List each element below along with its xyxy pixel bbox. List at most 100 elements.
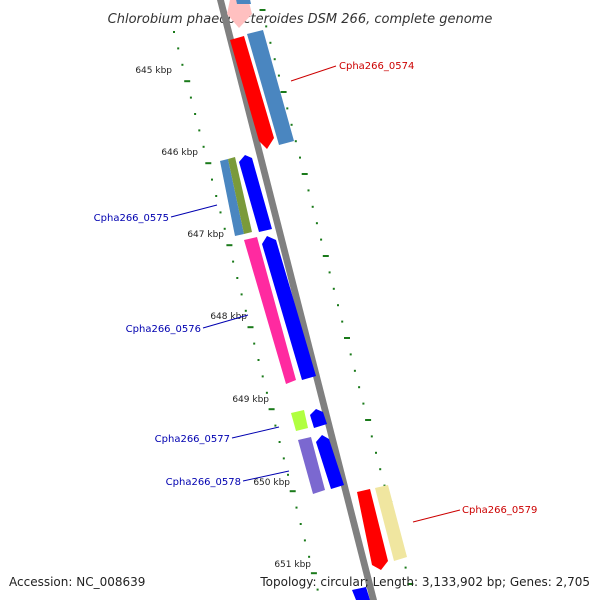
scale-label-648: 648 kbp [210, 312, 247, 322]
scale-tick-minor [265, 25, 268, 28]
scale-tick-minor [177, 47, 180, 50]
scale-tick-major [365, 419, 372, 421]
scale-tick-minor [294, 140, 297, 143]
scale-tick-minor [316, 588, 319, 591]
scale-tick-minor [362, 402, 365, 405]
scale-tick-minor [349, 353, 352, 356]
scale-tick-minor [290, 123, 293, 126]
scale-tick-minor [261, 375, 264, 378]
gene-label-0578[interactable]: Cpha266_0578 [166, 477, 241, 488]
scale-tick-minor [282, 457, 285, 460]
scale-tick-minor [307, 189, 310, 192]
scale-tick-minor [383, 484, 386, 487]
scale-tick-minor [202, 145, 205, 148]
gene-label-0577[interactable]: Cpha266_0577 [155, 434, 230, 445]
gene-arrow-0576-magenta[interactable] [244, 237, 296, 384]
scale-tick-minor [277, 74, 280, 77]
genome-backbone [217, 0, 377, 600]
gene-arrow-top-blue[interactable] [234, 0, 251, 4]
leader-line-0576 [202, 314, 249, 329]
scale-label-647: 647 kbp [187, 230, 224, 240]
scale-tick-minor [332, 287, 335, 290]
gene-arrow-0574-steelblue[interactable] [247, 30, 294, 145]
scale-tick-major [226, 244, 233, 247]
scale-tick-minor [274, 424, 277, 427]
scale-label-650: 650 kbp [253, 478, 290, 488]
gene-arrow-0576-blue[interactable] [262, 236, 316, 380]
scale-tick-minor [198, 129, 201, 132]
scale-tick-minor [273, 58, 276, 61]
scale-tick-minor [303, 539, 306, 542]
accession-text: Accession: NC_008639 [9, 575, 145, 589]
scale-tick-minor [269, 41, 272, 44]
scale-label-651: 651 kbp [274, 560, 311, 570]
scale-tick-major [247, 326, 254, 329]
scale-tick-minor [265, 391, 268, 394]
gene-label-0579[interactable]: Cpha266_0579 [462, 505, 537, 516]
scale-tick-major [301, 173, 308, 175]
scale-tick-major [344, 337, 350, 339]
scale-tick-minor [189, 96, 192, 99]
scale-label-645: 645 kbp [135, 66, 172, 76]
gene-track [220, 0, 407, 600]
leader-line-0577 [231, 426, 280, 439]
genome-summary-text: Topology: circular; Length: 3,133,902 bp… [259, 575, 590, 589]
scale-tick-minor [253, 342, 256, 345]
leader-line-0579 [412, 509, 461, 523]
scale-label-646: 646 kbp [161, 148, 198, 158]
gene-arrow-0578-slateblue[interactable] [298, 437, 325, 494]
scale-tick-minor [181, 63, 184, 66]
scale-tick-minor [286, 107, 289, 110]
scale-tick-minor [299, 523, 302, 525]
scale-tick-minor [244, 309, 247, 312]
scale-tick-minor [215, 195, 218, 197]
scale-tick-minor [173, 31, 175, 33]
gene-arrow-0575-steelblue[interactable] [220, 159, 244, 236]
scale-tick-major [268, 408, 275, 411]
scale-tick-minor [223, 227, 226, 230]
scale-tick-minor [236, 277, 239, 279]
scale-tick-minor [240, 293, 243, 296]
scale-tick-minor [404, 566, 407, 569]
scale-tick-minor [370, 435, 373, 438]
gene-label-0575[interactable]: Cpha266_0575 [94, 213, 169, 224]
scale-tick-minor [287, 473, 289, 476]
gene-arrow-0575-olive[interactable] [228, 157, 252, 234]
scale-tick-minor [211, 178, 213, 181]
leader-line-0578 [242, 470, 290, 482]
scale-tick-major [407, 583, 414, 585]
gene-arrow-pale-red[interactable] [227, 0, 252, 28]
gene-arrow-bottom-blue[interactable] [352, 587, 370, 600]
scale-tick-minor [375, 451, 377, 454]
scale-tick-major [310, 572, 317, 575]
gene-arrow-0578-blue[interactable] [316, 435, 344, 489]
scale-tick-minor [379, 468, 382, 471]
scale-label-649: 649 kbp [232, 395, 269, 405]
scale-tick-minor [194, 113, 197, 115]
scale-tick-minor [311, 205, 314, 208]
gene-arrow-0579-paleyellow[interactable] [375, 485, 407, 561]
scale-tick-minor [257, 359, 260, 361]
scale-tick-minor [278, 441, 281, 443]
scale-tick-major [289, 490, 296, 493]
gene-arrow-0575-blue[interactable] [239, 155, 272, 232]
gene-arrow-0579-red[interactable] [357, 489, 388, 570]
gene-label-0576[interactable]: Cpha266_0576 [126, 324, 201, 335]
genome-title: Chlorobium phaeobacteroides DSM 266, com… [108, 12, 493, 27]
scale-tick-minor [328, 271, 331, 274]
scale-tick-major [259, 9, 266, 11]
gene-label-0574[interactable]: Cpha266_0574 [339, 61, 414, 72]
scale-tick-minor [320, 238, 323, 241]
gene-arrow-0577-blue[interactable] [310, 409, 327, 428]
scale-tick-major [280, 91, 287, 93]
gene-arrow-0577-yellowgreen[interactable] [291, 410, 308, 431]
leader-line-0574 [290, 65, 337, 82]
scale-tick-minor [299, 156, 301, 159]
scale-tick-minor [358, 386, 361, 389]
scale-tick-major [322, 255, 329, 257]
scale-tick-minor [353, 369, 356, 372]
gene-arrow-0574-red[interactable] [230, 36, 274, 149]
scale-tick-minor [337, 304, 339, 307]
scale-tick-minor [341, 320, 344, 323]
scale-tick-minor [308, 555, 311, 558]
